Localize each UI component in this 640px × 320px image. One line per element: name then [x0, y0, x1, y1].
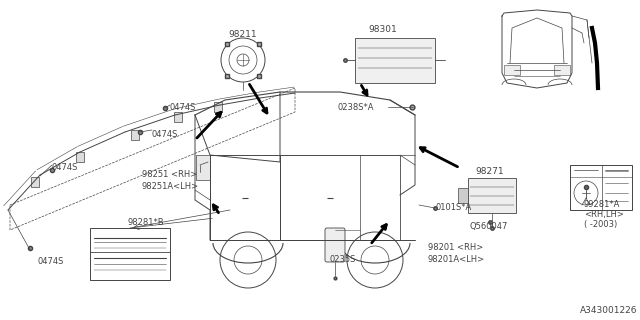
- Text: 0238S*A: 0238S*A: [338, 103, 374, 112]
- Bar: [214, 102, 222, 112]
- Text: 98251A<LH>: 98251A<LH>: [142, 182, 199, 191]
- FancyBboxPatch shape: [325, 228, 345, 262]
- Text: 98281*B: 98281*B: [127, 218, 164, 227]
- Text: 0235S: 0235S: [330, 255, 356, 264]
- Text: 99281*A: 99281*A: [584, 200, 620, 209]
- Text: <RH,LH>: <RH,LH>: [584, 210, 624, 219]
- Bar: [174, 112, 182, 122]
- Text: 98201A<LH>: 98201A<LH>: [428, 255, 485, 264]
- Text: ( -2003): ( -2003): [584, 220, 617, 229]
- Text: 0474S: 0474S: [152, 130, 179, 139]
- Text: 0101S*A: 0101S*A: [435, 203, 471, 212]
- Bar: [570, 165, 632, 210]
- Bar: [504, 65, 520, 75]
- Bar: [76, 152, 84, 162]
- Text: 98301: 98301: [369, 25, 397, 34]
- Text: 0474S: 0474S: [38, 257, 65, 266]
- Text: 98251 <RH>: 98251 <RH>: [142, 170, 197, 179]
- Text: Q560047: Q560047: [470, 222, 508, 231]
- Text: 0474S: 0474S: [170, 103, 196, 112]
- Text: 98201 <RH>: 98201 <RH>: [428, 243, 483, 252]
- Bar: [554, 65, 570, 75]
- FancyBboxPatch shape: [90, 228, 170, 280]
- Bar: [468, 178, 516, 213]
- Bar: [355, 38, 435, 83]
- Text: 98211: 98211: [228, 30, 257, 39]
- Bar: [196, 155, 210, 180]
- Bar: [131, 130, 139, 140]
- Bar: [458, 188, 468, 203]
- Text: A343001226: A343001226: [580, 306, 637, 315]
- Text: 98271: 98271: [475, 167, 504, 176]
- Text: 0474S: 0474S: [52, 163, 78, 172]
- Bar: [31, 177, 39, 187]
